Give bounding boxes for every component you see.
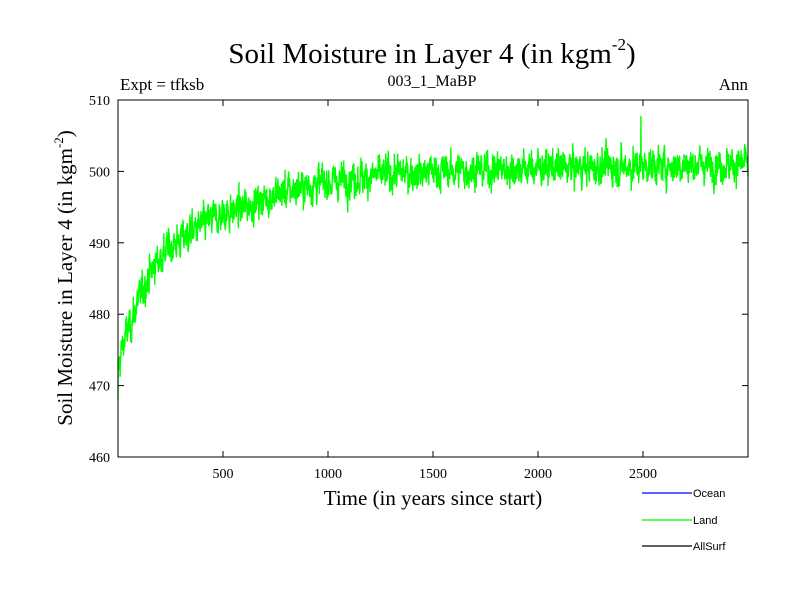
x-tick-label: 2000 (524, 467, 552, 482)
y-tick-label: 480 (89, 308, 110, 323)
legend: Ocean Land AllSurf (642, 488, 726, 553)
y-axis-label-close: ) (53, 130, 77, 137)
y-tick-label: 470 (89, 380, 110, 395)
chart-title-main: Soil Moisture in Layer 4 (in kgm (228, 38, 612, 70)
legend-label-land: Land (693, 515, 717, 527)
x-tick-label: 2500 (629, 467, 657, 482)
subtitle-season: Ann (719, 75, 749, 94)
y-axis-label-main: Soil Moisture in Layer 4 (in kgm (53, 148, 77, 426)
chart: Soil Moisture in Layer 4 (in kgm-2) Expt… (0, 0, 800, 600)
series-layer (118, 116, 748, 399)
x-tick-label: 1000 (314, 467, 342, 482)
legend-label-allsurf: AllSurf (693, 541, 726, 553)
y-tick-label: 510 (89, 94, 110, 109)
x-tick-label: 500 (213, 467, 234, 482)
chart-title-close: ) (626, 38, 636, 70)
chart-title-sup: -2 (612, 35, 626, 54)
x-axis-label: Time (in years since start) (324, 486, 543, 510)
y-axis-label: Soil Moisture in Layer 4 (in kgm-2) (51, 130, 77, 425)
y-tick-label: 460 (89, 451, 110, 466)
subtitle-experiment: Expt = tfksb (120, 75, 204, 94)
y-tick-label: 500 (89, 165, 110, 180)
y-tick-label: 490 (89, 237, 110, 252)
chart-title: Soil Moisture in Layer 4 (in kgm-2) (228, 35, 635, 70)
subtitle-period: 003_1_MaBP (388, 73, 477, 90)
legend-label-ocean: Ocean (693, 488, 725, 500)
series-line-land (118, 116, 748, 399)
y-axis-label-sup: -2 (51, 137, 66, 148)
x-tick-label: 1500 (419, 467, 447, 482)
